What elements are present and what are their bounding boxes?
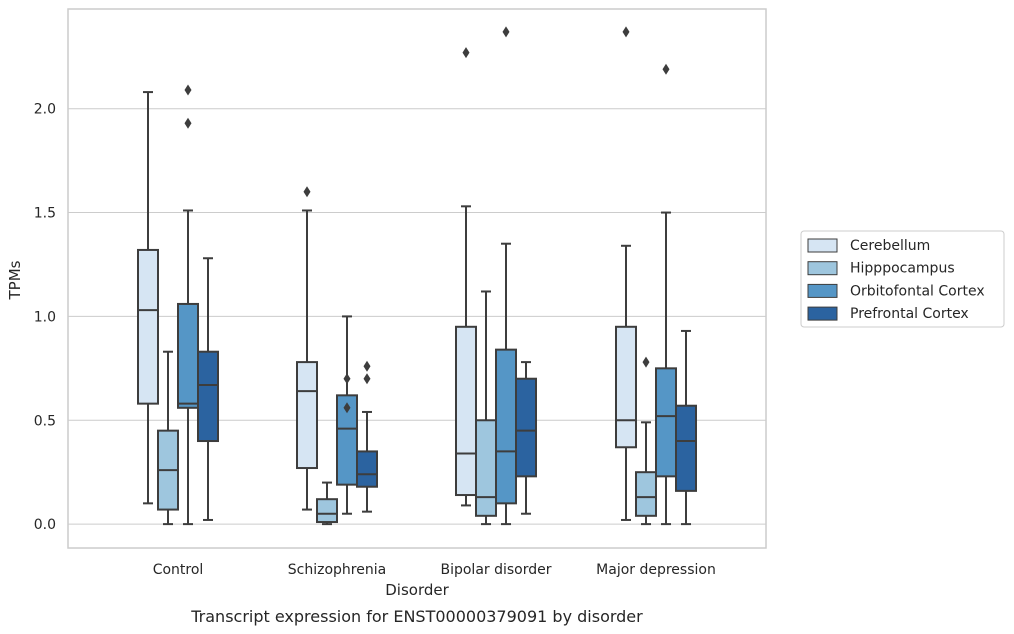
- legend-entry-label: Cerebellum: [850, 238, 930, 254]
- plot-area: [67, 8, 767, 549]
- outlier-marker: [502, 26, 510, 38]
- box-orbitofontal-cortex: [495, 26, 517, 526]
- box-orbitofontal-cortex: [336, 315, 358, 515]
- x-tick-label: Major depression: [596, 562, 716, 578]
- y-tick-label: 0.5: [34, 413, 56, 429]
- outlier-marker: [303, 186, 311, 198]
- outlier-marker: [363, 360, 371, 372]
- outlier-marker: [662, 63, 670, 75]
- box-iqr: [296, 361, 318, 470]
- legend-entry-label: Hipppocampus: [850, 261, 955, 277]
- y-tick-label: 2.0: [34, 102, 56, 118]
- x-tick-label: Schizophrenia: [288, 562, 386, 578]
- legend-entry-label: Orbitofontal Cortex: [850, 283, 985, 299]
- box-prefrontal-cortex: [197, 257, 219, 521]
- outlier-marker: [184, 84, 192, 96]
- box-hipppocampus: [635, 356, 657, 526]
- box-hipppocampus: [475, 290, 497, 526]
- plot-frame: [67, 8, 767, 549]
- box-cerebellum: [137, 91, 159, 505]
- box-iqr: [197, 350, 219, 443]
- x-tick-label: Control: [153, 562, 204, 578]
- box-iqr: [495, 348, 517, 505]
- box-iqr: [336, 394, 358, 486]
- y-axis-ticks: 0.0 0.5 1.0 1.5 2.0: [34, 102, 56, 533]
- legend-swatch: [807, 238, 838, 253]
- legend: Cerebellum Hipppocampus Orbitofontal Corte…: [800, 230, 1005, 328]
- box-prefrontal-cortex: [675, 329, 697, 526]
- box-iqr: [356, 450, 378, 488]
- box-iqr: [635, 471, 657, 517]
- outlier-marker: [343, 402, 351, 414]
- box-cerebellum: [296, 186, 318, 511]
- box-cerebellum: [615, 26, 637, 521]
- box-iqr: [455, 325, 477, 497]
- y-tick-label: 0.0: [34, 517, 56, 533]
- box-prefrontal-cortex: [356, 360, 378, 513]
- y-axis-label: TPMs: [6, 260, 24, 300]
- box-iqr: [615, 325, 637, 449]
- box-orbitofontal-cortex: [655, 63, 677, 526]
- legend-entry-label: Prefrontal Cortex: [850, 306, 969, 322]
- outlier-marker: [642, 356, 650, 368]
- box-iqr: [655, 367, 677, 478]
- legend-swatch: [807, 306, 838, 321]
- box-iqr: [515, 377, 537, 478]
- y-tick-label: 1.5: [34, 206, 56, 222]
- legend-frame: [800, 230, 1005, 328]
- x-axis-ticks: Control Schizophrenia Bipolar disorder Majo…: [153, 562, 716, 578]
- y-tick-label: 1.0: [34, 309, 56, 325]
- legend-swatch: [807, 283, 838, 298]
- box-iqr: [475, 419, 497, 517]
- outlier-marker: [184, 117, 192, 129]
- outlier-marker: [363, 373, 371, 385]
- x-tick-label: Bipolar disorder: [440, 562, 551, 578]
- chart-title: Transcript expression for ENST0000037909…: [190, 607, 643, 626]
- x-axis-label: Disorder: [385, 581, 449, 599]
- outlier-marker: [343, 373, 351, 385]
- outlier-marker: [462, 47, 470, 59]
- box-orbitofontal-cortex: [177, 84, 199, 526]
- box-prefrontal-cortex: [515, 361, 537, 515]
- outlier-marker: [622, 26, 630, 38]
- box-iqr: [316, 498, 338, 524]
- box-iqr: [177, 302, 199, 409]
- box-hipppocampus: [316, 481, 338, 526]
- legend-swatch: [807, 261, 838, 276]
- box-hipppocampus: [157, 350, 179, 526]
- box-iqr: [137, 248, 159, 405]
- box-cerebellum: [455, 47, 477, 507]
- box-iqr: [675, 404, 697, 492]
